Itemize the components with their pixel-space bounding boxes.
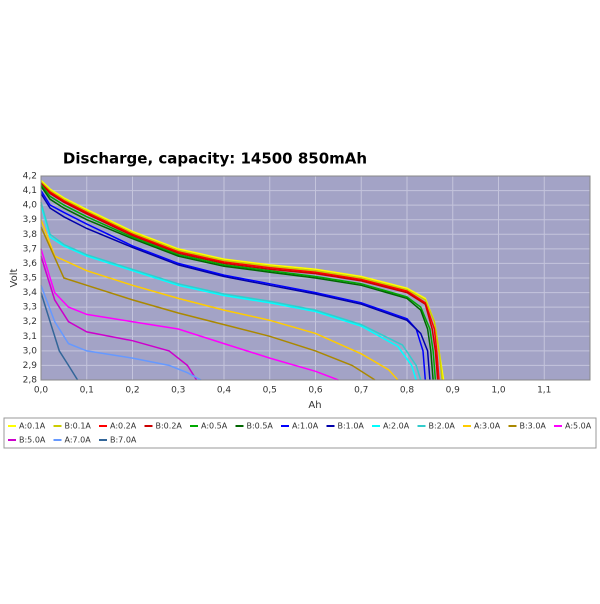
x-tick-label: 0,7 [354, 386, 368, 396]
legend-label: B:0.1A [65, 422, 92, 431]
series-line [40, 285, 202, 381]
series-line [40, 204, 417, 381]
x-tick-label: 0,3 [171, 386, 185, 396]
y-axis-label: Volt [9, 268, 20, 287]
x-axis-label: Ah [308, 400, 321, 411]
series-line [40, 193, 431, 381]
y-tick-label: 3,7 [23, 244, 37, 254]
legend-label: B:5.0A [19, 436, 46, 445]
legend-label: A:0.5A [201, 422, 228, 431]
legend-label: A:0.2A [110, 422, 137, 431]
series-line [40, 248, 339, 381]
x-tick-label: 0,6 [308, 386, 323, 396]
series-line [40, 184, 437, 381]
legend-label: A:5.0A [565, 422, 592, 431]
y-tick-label: 3,6 [23, 259, 38, 269]
x-tick-label: 0,2 [125, 386, 139, 396]
series-line [40, 255, 198, 381]
y-tick-label: 4,1 [23, 186, 37, 196]
x-tick-label: 1,1 [537, 386, 551, 396]
y-tick-label: 3,5 [23, 274, 37, 284]
series-line [40, 182, 439, 381]
series-line [40, 292, 79, 381]
legend-label: B:0.2A [156, 422, 183, 431]
x-tick-label: 1,0 [491, 386, 506, 396]
y-tick-label: 3,3 [23, 303, 37, 313]
y-tick-label: 3,8 [23, 230, 38, 240]
y-tick-label: 2,9 [23, 361, 38, 371]
legend-label: A:7.0A [65, 436, 92, 445]
x-tick-label: 0,8 [400, 386, 415, 396]
x-tick-label: 0,0 [34, 386, 49, 396]
legend-label: A:3.0A [474, 422, 501, 431]
y-tick-label: 3,0 [23, 346, 38, 356]
legend-label: B:1.0A [338, 422, 365, 431]
series-line [40, 181, 443, 381]
series-line [40, 201, 422, 381]
x-tick-label: 0,1 [80, 386, 94, 396]
series-line [40, 185, 434, 381]
y-tick-label: 3,4 [23, 288, 38, 298]
chart-title: Discharge, capacity: 14500 850mAh [63, 150, 367, 168]
y-tick-label: 4,0 [23, 201, 38, 211]
legend-label: A:2.0A [383, 422, 410, 431]
x-tick-label: 0,4 [217, 386, 232, 396]
y-tick-label: 4,2 [23, 172, 37, 182]
legend-box [3, 417, 597, 449]
x-tick-label: 0,9 [446, 386, 461, 396]
y-tick-label: 3,1 [23, 332, 37, 342]
legend-label: B:7.0A [110, 436, 137, 445]
series-line [40, 219, 399, 381]
y-tick-label: 3,2 [23, 317, 37, 327]
legend-label: B:3.0A [520, 422, 547, 431]
y-tick-label: 2,8 [23, 376, 38, 386]
legend-label: B:0.5A [247, 422, 274, 431]
series-line [40, 226, 376, 381]
legend-label: A:1.0A [292, 422, 319, 431]
y-tick-label: 3,9 [23, 215, 38, 225]
series-line [40, 182, 440, 381]
x-tick-label: 0,5 [263, 386, 277, 396]
legend-label: B:2.0A [429, 422, 456, 431]
plot-border [40, 175, 591, 381]
legend-label: A:0.1A [19, 422, 46, 431]
